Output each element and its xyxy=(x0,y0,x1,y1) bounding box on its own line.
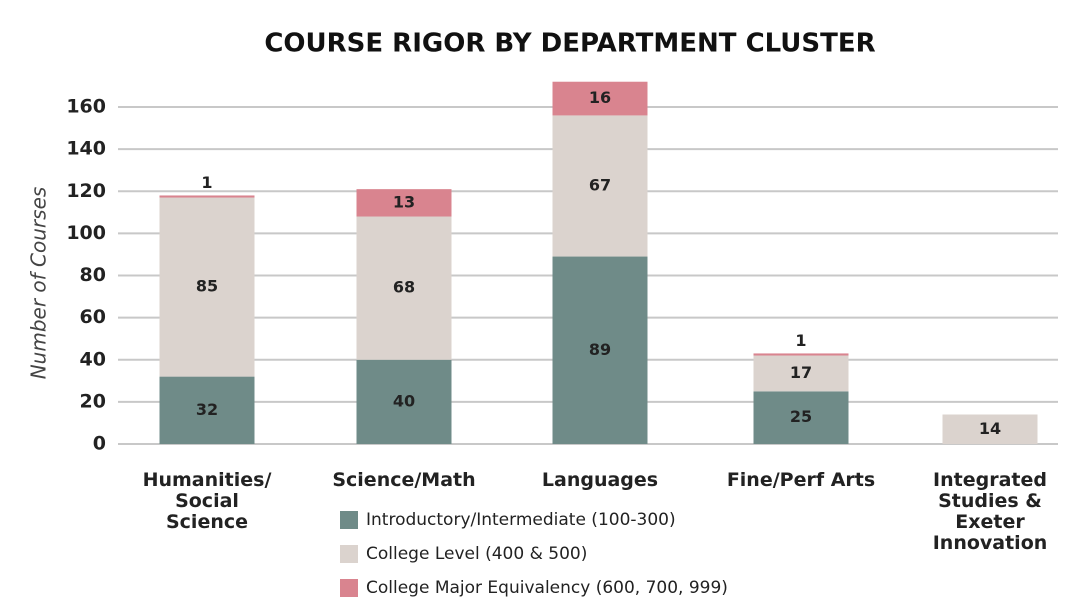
bar-segment xyxy=(159,195,255,198)
data-label: 16 xyxy=(589,88,611,107)
bar-segment xyxy=(356,189,452,217)
data-label: 89 xyxy=(589,340,611,359)
chart-title: COURSE RIGOR BY DEPARTMENT CLUSTER xyxy=(264,29,875,59)
data-label: 14 xyxy=(979,419,1001,438)
legend-label: College Major Equivalency (600, 700, 999… xyxy=(366,578,728,598)
y-tick-label: 100 xyxy=(66,222,106,244)
y-tick-label: 0 xyxy=(93,433,106,455)
bar-segment xyxy=(753,353,849,356)
x-tick-label: Languages xyxy=(541,469,659,491)
bar-segment xyxy=(159,197,255,377)
x-tick-label: Integrated Studies & Exeter Innovation xyxy=(932,469,1048,554)
legend-swatch xyxy=(340,511,358,529)
bar-segment xyxy=(552,256,648,444)
y-tick-label: 120 xyxy=(66,180,106,202)
bar-segment xyxy=(552,115,648,257)
data-label: 32 xyxy=(196,400,218,419)
x-tick-label: Fine/Perf Arts xyxy=(726,469,876,491)
data-label: 68 xyxy=(393,278,415,297)
bar-segment xyxy=(942,414,1038,444)
data-label: 67 xyxy=(589,175,611,194)
data-label: 17 xyxy=(790,363,812,382)
y-tick-label: 40 xyxy=(80,348,106,370)
legend-label: College Level (400 & 500) xyxy=(366,544,587,564)
x-tick-label: Humanities/ Social Science xyxy=(142,469,272,533)
legend-swatch xyxy=(340,579,358,597)
data-label: 85 xyxy=(196,277,218,296)
y-axis-label: Number of Courses xyxy=(27,187,51,380)
bar-segment xyxy=(356,216,452,360)
data-label: 1 xyxy=(201,173,212,192)
data-label: 40 xyxy=(393,391,415,410)
y-tick-label: 60 xyxy=(80,306,106,328)
y-tick-label: 160 xyxy=(66,96,106,118)
y-tick-label: 20 xyxy=(80,390,106,412)
bar-segment xyxy=(159,376,255,444)
bar-segment xyxy=(753,355,849,392)
data-label: 25 xyxy=(790,407,812,426)
bar-segment xyxy=(753,391,849,444)
data-label: 1 xyxy=(795,331,806,350)
bar-segment xyxy=(356,359,452,444)
bar-segment xyxy=(552,81,648,116)
legend-swatch xyxy=(340,545,358,563)
legend-label: Introductory/Intermediate (100-300) xyxy=(366,510,676,530)
y-tick-label: 80 xyxy=(80,264,106,286)
x-tick-label: Science/Math xyxy=(332,469,476,491)
data-label: 13 xyxy=(393,192,415,211)
y-tick-label: 140 xyxy=(66,138,106,160)
